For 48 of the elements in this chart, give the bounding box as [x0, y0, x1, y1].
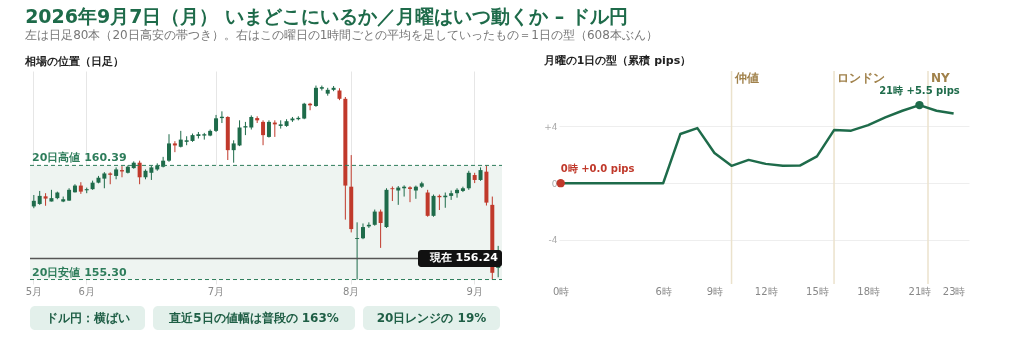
- x-tick-label: 12時: [754, 285, 778, 297]
- annotation: 21時 +5.5 pips: [879, 85, 960, 97]
- x-tick-label: 6時: [655, 285, 672, 297]
- candlestick: [355, 221, 360, 281]
- ref-line-label: NY: [931, 71, 951, 85]
- x-tick-label: 9月: [466, 285, 483, 297]
- text: 直近5日の値幅は普段の 163%: [168, 311, 339, 325]
- candlestick: [167, 133, 172, 163]
- x-tick-label: 9時: [706, 285, 724, 297]
- x-tick-label: 5月: [25, 285, 43, 297]
- candlestick: [237, 119, 242, 147]
- annotation: 0時 +0.0 pips: [560, 163, 635, 175]
- chart-title: 月曜の1日の型（累積 pips）: [542, 54, 692, 68]
- candlestick: [313, 85, 318, 108]
- candlestick: [137, 160, 142, 185]
- candlestick: [431, 194, 436, 218]
- candlestick: [172, 140, 177, 153]
- text: 2026年9月7日（月） いまどこにいるか／月曜はいつ動くか – ドル円: [25, 5, 628, 28]
- x-tick-label: 23時: [942, 285, 966, 297]
- candlestick: [390, 185, 395, 202]
- candlestick: [378, 209, 383, 249]
- candlestick: [466, 170, 471, 191]
- y-tick-label: +4: [544, 121, 558, 132]
- x-tick-label: 18時: [857, 285, 881, 297]
- chart-title: 相場の位置（日足）: [24, 55, 125, 68]
- candlestick: [413, 185, 418, 200]
- candlestick: [261, 119, 266, 146]
- candlestick: [455, 187, 460, 199]
- ref-line-label: 仲値: [733, 71, 759, 85]
- ref-line-label: ロンドン: [837, 71, 886, 85]
- y-tick-label: 0: [551, 178, 558, 189]
- x-tick-label: 8月: [343, 285, 360, 297]
- text: ドル円：横ばい: [45, 311, 130, 325]
- x-tick-label: 21時: [908, 285, 932, 297]
- candlestick: [425, 189, 430, 218]
- text: 20日レンジの 19%: [376, 311, 487, 325]
- x-tick-label: 15時: [806, 285, 829, 297]
- y-tick-label: -4: [548, 235, 558, 246]
- x-tick-label: 0時: [553, 285, 570, 297]
- ref-line-label: 20日高値 160.39: [32, 151, 127, 165]
- candlestick: [408, 185, 413, 203]
- candlestick: [231, 139, 236, 164]
- ref-line-label: 現在 156.24: [428, 251, 499, 265]
- text: 左は日足80本（20日高安の帯つき）。右はこの曜日の1時間ごとの平均を足していったもの＝1日の型（608本ぶん）: [25, 28, 658, 43]
- x-tick-label: 7月: [207, 285, 225, 297]
- candlestick: [396, 185, 401, 206]
- x-tick-label: 6月: [78, 285, 95, 297]
- ref-line-label: 20日安値 155.30: [32, 265, 127, 279]
